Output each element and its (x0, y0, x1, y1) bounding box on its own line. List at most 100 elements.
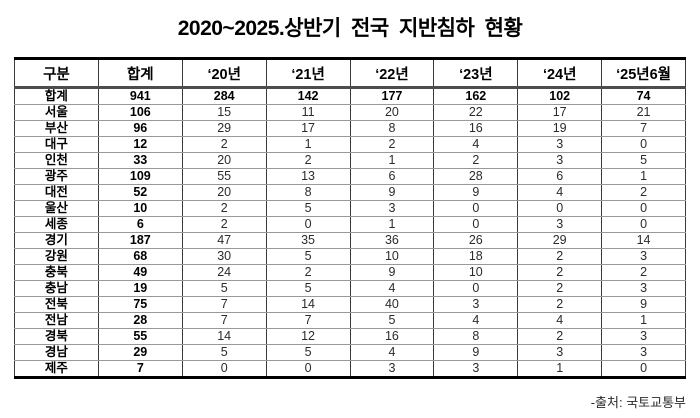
value-cell: 4 (433, 136, 519, 153)
table-body: 합계 941 284 142 177 162 102 74 서울 106 15 11 20 22 17 21 부… (14, 87, 686, 379)
value-cell: 3 (517, 152, 603, 169)
value-cell: 3 (349, 200, 435, 217)
value-cell: 52 (97, 184, 183, 201)
value-cell: 20 (181, 184, 267, 201)
table-row: 강원 68 30 5 10 18 2 3 (14, 248, 686, 265)
column-header-5: ‘23년 (433, 57, 519, 89)
column-header-2: ‘20년 (181, 57, 267, 89)
value-cell: 14 (265, 296, 351, 313)
value-cell: 16 (433, 120, 519, 137)
value-cell: 10 (349, 248, 435, 265)
column-header-4: ‘22년 (349, 57, 435, 89)
value-cell: 1 (517, 360, 603, 379)
value-cell: 7 (181, 312, 267, 329)
value-cell: 21 (601, 104, 686, 121)
table-row: 전북 75 7 14 40 3 2 9 (14, 296, 686, 313)
value-cell: 0 (601, 360, 686, 379)
value-cell: 4 (517, 184, 603, 201)
value-cell: 2 (265, 264, 351, 281)
value-cell: 5 (181, 344, 267, 361)
value-cell: 9 (601, 296, 686, 313)
value-cell: 5 (265, 344, 351, 361)
value-cell: 68 (97, 248, 183, 265)
value-cell: 2 (433, 152, 519, 169)
table-row: 충북 49 24 2 9 10 2 2 (14, 264, 686, 281)
value-cell: 3 (517, 344, 603, 361)
column-header-3: ‘21년 (265, 57, 351, 89)
value-cell: 24 (181, 264, 267, 281)
table-row: 대구 12 2 1 2 4 3 0 (14, 136, 686, 153)
value-cell: 4 (349, 280, 435, 297)
value-cell: 109 (97, 168, 183, 185)
value-cell: 9 (349, 264, 435, 281)
value-cell: 47 (181, 232, 267, 249)
value-cell: 18 (433, 248, 519, 265)
region-cell: 충북 (14, 264, 99, 281)
table-row: 부산 96 29 17 8 16 19 7 (14, 120, 686, 137)
value-cell: 29 (181, 120, 267, 137)
value-cell: 1 (349, 152, 435, 169)
region-cell: 울산 (14, 200, 99, 217)
region-cell: 전북 (14, 296, 99, 313)
value-cell: 28 (97, 312, 183, 329)
table-row: 전남 28 7 7 5 4 4 1 (14, 312, 686, 329)
value-cell: 5 (265, 200, 351, 217)
value-cell: 96 (97, 120, 183, 137)
table-row: 울산 10 2 5 3 0 0 0 (14, 200, 686, 217)
column-header-0: 구분 (14, 57, 99, 89)
value-cell: 0 (181, 360, 267, 379)
region-cell: 인천 (14, 152, 99, 169)
value-cell: 2 (517, 248, 603, 265)
value-cell: 11 (265, 104, 351, 121)
value-cell: 19 (97, 280, 183, 297)
value-cell: 12 (265, 328, 351, 345)
value-cell: 162 (433, 87, 519, 105)
value-cell: 6 (349, 168, 435, 185)
value-cell: 5 (265, 280, 351, 297)
value-cell: 3 (601, 344, 686, 361)
value-cell: 2 (181, 200, 267, 217)
value-cell: 3 (433, 360, 519, 379)
value-cell: 8 (349, 120, 435, 137)
value-cell: 49 (97, 264, 183, 281)
value-cell: 7 (181, 296, 267, 313)
region-cell: 충남 (14, 280, 99, 297)
subsidence-stats-table: 구분 합계 ‘20년 ‘21년 ‘22년 ‘23년 ‘24년 ‘25년6월 합계 941 284 1… (14, 57, 686, 379)
table-row: 경북 55 14 12 16 8 2 3 (14, 328, 686, 345)
value-cell: 35 (265, 232, 351, 249)
value-cell: 3 (601, 248, 686, 265)
value-cell: 30 (181, 248, 267, 265)
value-cell: 106 (97, 104, 183, 121)
region-cell: 세종 (14, 216, 99, 233)
region-cell: 전남 (14, 312, 99, 329)
value-cell: 29 (97, 344, 183, 361)
value-cell: 7 (265, 312, 351, 329)
region-cell: 합계 (14, 87, 99, 105)
value-cell: 0 (265, 360, 351, 379)
region-cell: 경남 (14, 344, 99, 361)
value-cell: 0 (433, 216, 519, 233)
value-cell: 4 (517, 312, 603, 329)
region-cell: 경기 (14, 232, 99, 249)
value-cell: 8 (433, 328, 519, 345)
region-cell: 경북 (14, 328, 99, 345)
value-cell: 55 (97, 328, 183, 345)
value-cell: 36 (349, 232, 435, 249)
value-cell: 74 (601, 87, 686, 105)
value-cell: 1 (349, 216, 435, 233)
value-cell: 12 (97, 136, 183, 153)
value-cell: 4 (349, 344, 435, 361)
value-cell: 14 (181, 328, 267, 345)
value-cell: 2 (349, 136, 435, 153)
table-header-row: 구분 합계 ‘20년 ‘21년 ‘22년 ‘23년 ‘24년 ‘25년6월 (14, 57, 686, 89)
source-citation: -출처: 국토교통부 (590, 395, 686, 410)
column-header-1: 합계 (97, 57, 183, 89)
value-cell: 3 (517, 216, 603, 233)
table-row: 인천 33 20 2 1 2 3 5 (14, 152, 686, 169)
value-cell: 6 (517, 168, 603, 185)
value-cell: 29 (517, 232, 603, 249)
region-cell: 대전 (14, 184, 99, 201)
value-cell: 6 (97, 216, 183, 233)
region-cell: 광주 (14, 168, 99, 185)
